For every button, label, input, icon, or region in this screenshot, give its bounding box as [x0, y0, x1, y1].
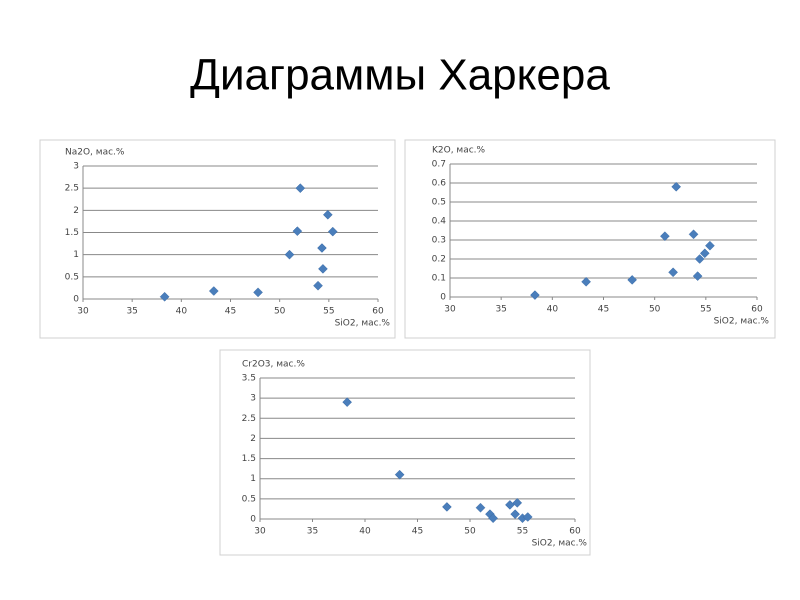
data-point	[688, 229, 699, 240]
data-point	[313, 280, 323, 291]
y-tick-label: 2	[250, 434, 256, 444]
x-tick-label: 30	[77, 307, 89, 317]
y-axis-label: K2O, мас.%	[432, 146, 486, 156]
data-point	[292, 226, 303, 237]
data-point	[488, 513, 498, 524]
data-point	[699, 248, 710, 259]
data-point	[284, 249, 295, 260]
x-tick-label: 60	[569, 527, 581, 537]
chart-frame	[219, 349, 591, 556]
x-tick-label: 50	[274, 307, 286, 317]
x-tick-label: 60	[372, 307, 384, 317]
x-tick-label: 40	[359, 527, 371, 537]
x-tick-label: 30	[254, 527, 266, 537]
y-tick-label: 2.5	[242, 414, 256, 424]
x-tick-label: 55	[700, 305, 711, 315]
data-point	[522, 512, 533, 522]
x-tick-label: 55	[517, 527, 528, 537]
chart-frame	[39, 139, 396, 339]
x-tick-label: 60	[751, 305, 763, 315]
data-point	[208, 286, 219, 296]
y-tick-label: 0.5	[65, 272, 79, 282]
x-tick-label: 40	[176, 307, 188, 317]
data-point	[322, 209, 333, 220]
y-tick-label: 0.5	[432, 198, 446, 208]
y-tick-label: 0.3	[432, 236, 446, 246]
data-point	[318, 263, 328, 274]
y-tick-label: 0.2	[432, 255, 446, 265]
data-point	[512, 498, 523, 508]
x-tick-label: 40	[547, 305, 559, 315]
x-tick-label: 50	[649, 305, 661, 315]
data-point	[159, 291, 170, 302]
x-tick-label: 45	[225, 307, 236, 317]
data-point	[510, 509, 521, 520]
data-point	[442, 502, 452, 512]
x-tick-label: 30	[444, 305, 456, 315]
data-point	[327, 226, 338, 237]
y-tick-label: 3.5	[242, 374, 256, 384]
x-tick-label: 45	[412, 527, 423, 537]
x-axis-label: SiO2, мас.%	[532, 539, 588, 549]
x-tick-label: 35	[495, 305, 506, 315]
x-tick-label: 45	[598, 305, 609, 315]
y-tick-label: 0.4	[432, 217, 447, 227]
y-tick-label: 1	[250, 474, 256, 484]
x-axis-label: SiO2, мас.%	[714, 317, 770, 327]
x-tick-label: 55	[323, 307, 334, 317]
x-tick-label: 35	[126, 307, 137, 317]
y-tick-label: 3	[73, 162, 79, 172]
data-point	[530, 290, 540, 300]
data-point	[692, 271, 703, 281]
data-point	[627, 275, 638, 285]
y-tick-label: 0.5	[242, 494, 256, 504]
y-tick-label: 3	[250, 394, 256, 404]
y-tick-label: 1.5	[242, 454, 256, 464]
chart-frame	[404, 139, 776, 339]
y-tick-label: 2	[73, 206, 79, 216]
y-tick-label: 2.5	[65, 184, 79, 194]
data-point	[505, 500, 515, 510]
data-point	[295, 183, 306, 194]
slide-title: Диаграммы Харкера	[190, 51, 610, 100]
data-point	[394, 469, 405, 480]
y-tick-label: 0.7	[432, 160, 446, 170]
x-tick-label: 35	[307, 527, 318, 537]
data-point	[342, 397, 353, 408]
data-point	[694, 254, 705, 264]
y-tick-label: 1.5	[65, 228, 79, 238]
data-point	[668, 267, 678, 278]
y-tick-label: 0	[73, 295, 79, 305]
x-axis-label: SiO2, мас.%	[335, 319, 391, 329]
data-point	[581, 276, 591, 287]
y-tick-label: 0	[250, 515, 256, 525]
data-point	[671, 181, 682, 192]
data-point	[317, 243, 327, 253]
y-tick-label: 0.1	[432, 274, 446, 284]
data-point	[475, 502, 486, 513]
y-axis-label: Cr2O3, мас.%	[242, 360, 305, 370]
y-tick-label: 0	[440, 293, 446, 303]
x-tick-label: 50	[464, 527, 476, 537]
y-tick-label: 1	[73, 250, 79, 260]
data-point	[253, 287, 263, 298]
data-point	[705, 240, 715, 251]
y-axis-label: Na2O, мас.%	[65, 148, 125, 158]
y-tick-label: 0.6	[432, 179, 447, 189]
data-point	[660, 231, 670, 242]
